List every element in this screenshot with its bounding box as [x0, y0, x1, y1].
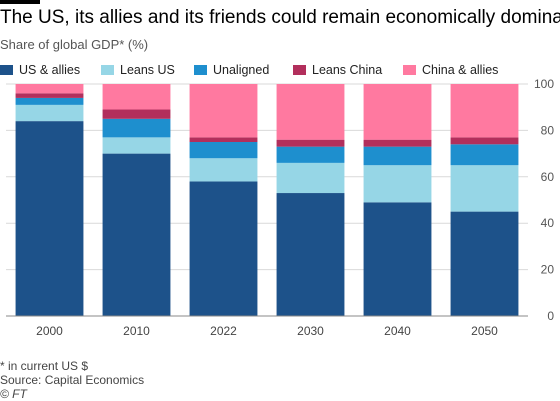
bar-2000-china-and-allies [15, 84, 84, 94]
legend-swatch-leans-us [101, 65, 114, 75]
bar-2050-unaligned [450, 144, 519, 166]
bar-2040-us-and-allies [363, 202, 432, 316]
chart-subtitle: Share of global GDP* (%) [0, 37, 149, 52]
y-tick-label-60: 60 [541, 170, 555, 184]
bar-2022-us-and-allies [189, 181, 258, 316]
bar-2010-unaligned [102, 118, 171, 138]
bar-2030-leans-china [276, 139, 345, 147]
legend-item-leans-china: Leans China [293, 63, 382, 77]
legend-swatch-unaligned [194, 65, 207, 75]
legend-item-china-allies: China & allies [403, 63, 498, 77]
bar-2030-leans-us [276, 162, 345, 194]
bar-2050-leans-us [450, 165, 519, 212]
y-tick-label-20: 20 [541, 263, 555, 277]
legend-item-leans-us: Leans US [101, 63, 175, 77]
legend-label-leans-china: Leans China [312, 63, 383, 77]
y-tick-label-0: 0 [547, 309, 554, 323]
legend-swatch-leans-china [293, 65, 306, 75]
x-tick-label-2010: 2010 [123, 324, 150, 338]
bar-2022-leans-china [189, 137, 258, 142]
legend-swatch-us-allies [0, 65, 13, 75]
x-tick-label-2022: 2022 [210, 324, 237, 338]
bar-2022-leans-us [189, 158, 258, 182]
bar-2030-us-and-allies [276, 193, 345, 316]
legend-label-unaligned: Unaligned [213, 63, 270, 77]
bar-2010-china-and-allies [102, 84, 171, 110]
bar-2050-china-and-allies [450, 84, 519, 138]
bar-2022-unaligned [189, 142, 258, 159]
bar-2030-china-and-allies [276, 84, 345, 140]
bar-2050-leans-china [450, 137, 519, 145]
legend-item-unaligned: Unaligned [194, 63, 269, 77]
bar-2000-leans-china [15, 93, 84, 98]
bar-2000-leans-us [15, 104, 84, 122]
bar-2000-unaligned [15, 97, 84, 105]
x-tick-label-2030: 2030 [297, 324, 324, 338]
bar-2040-leans-us [363, 165, 432, 203]
x-tick-label-2040: 2040 [384, 324, 411, 338]
bar-2010-leans-us [102, 137, 171, 154]
legend-label-us-allies: US & allies [19, 63, 81, 77]
bar-2000-us-and-allies [15, 121, 84, 316]
legend-label-china-allies: China & allies [422, 63, 499, 77]
y-tick-label-40: 40 [541, 216, 555, 230]
bar-2010-us-and-allies [102, 153, 171, 316]
legend-label-leans-us: Leans US [120, 63, 175, 77]
legend-item-us-allies: US & allies [0, 63, 80, 77]
bar-2030-unaligned [276, 146, 345, 163]
footnote: * in current US $ [0, 359, 89, 373]
bar-2040-unaligned [363, 146, 432, 166]
ft-credit: © FT [0, 387, 27, 401]
bar-2022-china-and-allies [189, 84, 258, 138]
x-tick-label-2000: 2000 [36, 324, 63, 338]
legend-swatch-china-allies [403, 65, 416, 75]
bar-2050-us-and-allies [450, 211, 519, 316]
bar-2040-china-and-allies [363, 84, 432, 140]
source-note: Source: Capital Economics [0, 373, 145, 387]
bar-2010-leans-china [102, 109, 171, 119]
y-tick-label-100: 100 [534, 78, 554, 91]
bar-2040-leans-china [363, 139, 432, 147]
chart-title: The US, its allies and its friends could… [0, 7, 560, 28]
y-tick-label-80: 80 [541, 123, 555, 137]
ft-brand-bar [0, 0, 40, 4]
x-tick-label-2050: 2050 [471, 324, 498, 338]
